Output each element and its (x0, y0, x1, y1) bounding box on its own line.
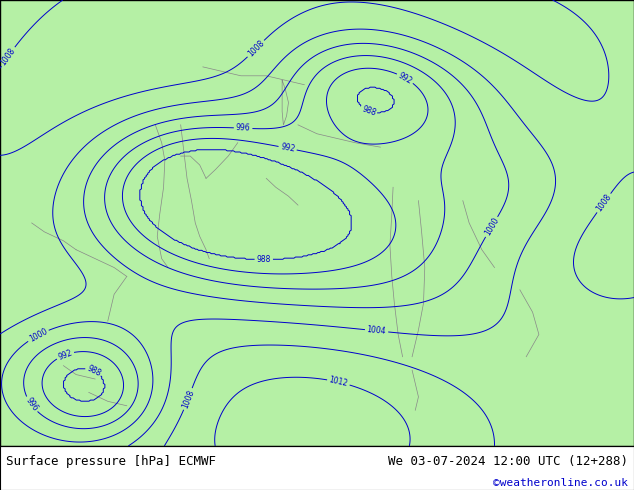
Text: 1008: 1008 (180, 389, 196, 410)
Text: 992: 992 (397, 71, 414, 86)
Text: 996: 996 (23, 396, 39, 413)
Text: 1008: 1008 (246, 39, 266, 59)
Text: 988: 988 (360, 104, 377, 117)
Text: 988: 988 (257, 255, 271, 264)
Text: 1008: 1008 (0, 46, 17, 67)
Text: 1008: 1008 (595, 193, 613, 214)
Text: Surface pressure [hPa] ECMWF: Surface pressure [hPa] ECMWF (6, 455, 216, 468)
Text: 1004: 1004 (366, 325, 387, 336)
Text: ©weatheronline.co.uk: ©weatheronline.co.uk (493, 478, 628, 489)
Text: 988: 988 (86, 364, 102, 378)
Text: 992: 992 (57, 348, 74, 362)
Text: 1000: 1000 (482, 216, 500, 238)
Text: 1000: 1000 (27, 327, 49, 344)
Text: 1012: 1012 (328, 376, 349, 389)
Text: 996: 996 (236, 123, 250, 133)
Text: We 03-07-2024 12:00 UTC (12+288): We 03-07-2024 12:00 UTC (12+288) (387, 455, 628, 468)
Text: 992: 992 (280, 143, 295, 154)
